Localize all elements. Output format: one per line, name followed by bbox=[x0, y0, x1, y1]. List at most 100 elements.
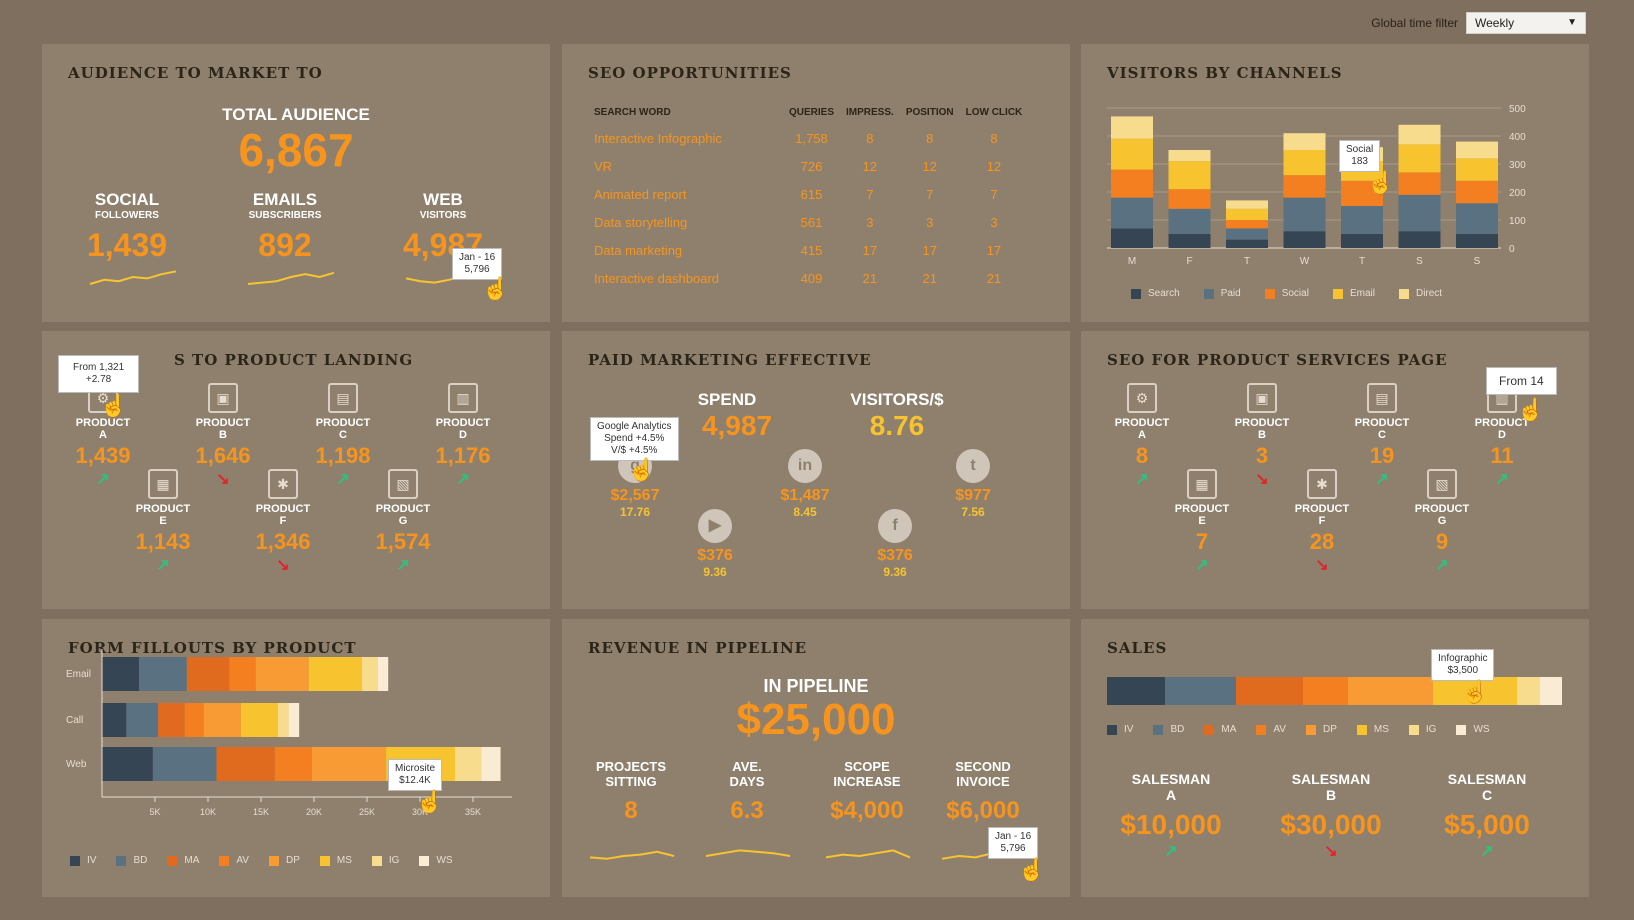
product-card[interactable]: ▦ PRODUCT E 7 ↗ bbox=[1147, 469, 1257, 575]
legend-label: AV bbox=[1273, 724, 1286, 735]
legend-item[interactable]: WS bbox=[1456, 724, 1490, 735]
legend-item[interactable]: Direct bbox=[1398, 288, 1442, 299]
bar-segment-ig[interactable] bbox=[1517, 677, 1540, 705]
table-cell: 21 bbox=[862, 270, 878, 286]
legend-item[interactable]: Email bbox=[1332, 288, 1375, 299]
legend-item[interactable]: MA bbox=[167, 855, 199, 866]
search-word: Data storytelling bbox=[594, 214, 688, 230]
product-card[interactable]: ▧ PRODUCT G 1,574 ↗ bbox=[348, 469, 458, 575]
legend-swatch bbox=[1131, 288, 1141, 299]
legend-item[interactable]: WS bbox=[419, 855, 453, 866]
table-row[interactable]: Interactive Infographic 1,758 8 8 8 bbox=[588, 124, 1028, 152]
stat-label: AVE. bbox=[732, 759, 762, 774]
product-value: 3 bbox=[1255, 443, 1269, 469]
paid-channel[interactable]: in $1,487 8.45 bbox=[760, 449, 850, 519]
row-label: Email bbox=[66, 669, 91, 680]
bar-segment-ma[interactable] bbox=[1236, 677, 1304, 705]
bar-segment-email bbox=[1111, 138, 1153, 170]
legend-item[interactable]: IV bbox=[1107, 724, 1133, 735]
bar-segment-ws[interactable] bbox=[1539, 677, 1562, 705]
legend-swatch bbox=[1356, 724, 1367, 735]
legend-item[interactable]: AV bbox=[1256, 724, 1286, 735]
product-name: PRODUCT bbox=[255, 503, 311, 515]
product-card[interactable]: ⚙ PRODUCT A 8 ↗ bbox=[1087, 383, 1197, 489]
legend-label: Social bbox=[1281, 288, 1309, 299]
pipeline-stat: SECOND INVOICE $6,000 bbox=[928, 759, 1038, 825]
product-letter: F bbox=[1318, 515, 1326, 528]
arrow-up-icon: ↗ bbox=[1164, 843, 1178, 860]
product-icon: ✱ bbox=[268, 469, 298, 499]
social-channel-icon: t bbox=[956, 449, 990, 483]
product-name: PRODUCT bbox=[195, 417, 251, 429]
legend-item[interactable]: IG bbox=[371, 855, 399, 866]
product-letter: B bbox=[219, 429, 227, 442]
paid-channel[interactable]: t $977 7.56 bbox=[928, 449, 1018, 519]
legend-item[interactable]: BD bbox=[116, 855, 147, 866]
in-pipeline-label: IN PIPELINE bbox=[763, 676, 869, 696]
channel-spend: $977 bbox=[955, 487, 991, 504]
table-row[interactable]: VR 726 12 12 12 bbox=[588, 152, 1028, 180]
legend-item[interactable]: MS bbox=[1356, 724, 1389, 735]
legend-item[interactable]: Paid bbox=[1203, 288, 1241, 299]
pipeline-tooltip: Jan - 16 5,796 bbox=[988, 827, 1039, 859]
legend-item[interactable]: MS bbox=[319, 855, 352, 866]
sparkline bbox=[705, 849, 791, 857]
bar-segment-search bbox=[1226, 239, 1268, 248]
table-row[interactable]: Data storytelling 561 3 3 3 bbox=[588, 208, 1028, 236]
table-row[interactable]: Interactive dashboard 409 21 21 21 bbox=[588, 264, 1028, 292]
product-card[interactable]: ▦ PRODUCT E 1,143 ↗ bbox=[108, 469, 218, 575]
legend-item[interactable]: AV bbox=[219, 855, 249, 866]
legend-item[interactable]: IV bbox=[70, 855, 96, 866]
bar-segment-email bbox=[1398, 144, 1441, 173]
paid-channel[interactable]: ▶ $376 9.36 bbox=[670, 509, 760, 579]
bar-segment-ms[interactable] bbox=[1432, 677, 1518, 705]
product-card[interactable]: ✱ PRODUCT F 28 ↘ bbox=[1267, 469, 1377, 575]
table-row[interactable]: Animated report 615 7 7 7 bbox=[588, 180, 1028, 208]
time-filter-select[interactable]: Weekly ▼ bbox=[1466, 12, 1586, 34]
legend-label: Search bbox=[1148, 288, 1180, 299]
legend-item[interactable]: Search bbox=[1131, 288, 1180, 299]
product-card[interactable]: ▧ PRODUCT G 9 ↗ bbox=[1387, 469, 1497, 575]
bar-segment-paid bbox=[1111, 197, 1153, 229]
product-name: PRODUCT bbox=[1294, 503, 1350, 515]
paid-channel[interactable]: f $376 9.36 bbox=[850, 509, 940, 579]
legend-item[interactable]: MA bbox=[1204, 724, 1236, 735]
x-tick-label: 25K bbox=[359, 807, 375, 817]
pointer-hand-icon: ☝ bbox=[628, 457, 656, 482]
product-value: 28 bbox=[1309, 529, 1335, 555]
bar-segment-direct bbox=[1456, 141, 1498, 159]
product-icon: ▣ bbox=[208, 383, 238, 413]
legend-swatch bbox=[116, 855, 127, 866]
legend-item[interactable]: BD bbox=[1153, 724, 1184, 735]
bar-segment-ws bbox=[481, 747, 501, 781]
paid-tooltip: Google Analytics Spend +4.5% V/$ +4.5% bbox=[590, 417, 679, 461]
product-card[interactable]: ▤ PRODUCT C 1,198 ↗ bbox=[288, 383, 398, 489]
product-card[interactable]: ▣ PRODUCT B 1,646 ↘ bbox=[168, 383, 278, 489]
y-tick-label: 200 bbox=[1509, 188, 1526, 199]
legend-swatch bbox=[1264, 288, 1275, 299]
sparkline bbox=[247, 271, 335, 285]
pointer-hand-icon: ☝ bbox=[416, 789, 444, 814]
legend-item[interactable]: DP bbox=[268, 855, 300, 866]
bar-segment-av bbox=[184, 703, 204, 737]
product-value: 7 bbox=[1195, 529, 1209, 555]
bar-segment-dp[interactable] bbox=[1347, 677, 1433, 705]
product-card[interactable]: ✱ PRODUCT F 1,346 ↘ bbox=[228, 469, 338, 575]
legend-label: Paid bbox=[1220, 288, 1241, 299]
bar-segment-bd[interactable] bbox=[1164, 677, 1237, 705]
table-cell: 8 bbox=[866, 130, 874, 146]
legend-item[interactable]: DP bbox=[1305, 724, 1337, 735]
bar-segment-iv[interactable] bbox=[1107, 677, 1165, 705]
table-row[interactable]: Data marketing 415 17 17 17 bbox=[588, 236, 1028, 264]
product-letter: D bbox=[459, 429, 467, 442]
bar-segment-av[interactable] bbox=[1303, 677, 1348, 705]
product-card[interactable]: ▥ PRODUCT D 1,176 ↗ bbox=[408, 383, 518, 489]
product-card[interactable]: ▣ PRODUCT B 3 ↘ bbox=[1207, 383, 1317, 489]
pipeline-value: $25,000 bbox=[736, 695, 896, 744]
legend-item[interactable]: IG bbox=[1408, 724, 1436, 735]
social-channel-icon: f bbox=[878, 509, 912, 543]
product-card[interactable]: ▤ PRODUCT C 19 ↗ bbox=[1327, 383, 1437, 489]
x-tick-label: M bbox=[1128, 256, 1136, 267]
legend-item[interactable]: Social bbox=[1264, 288, 1309, 299]
spend-label: SPEND bbox=[697, 390, 757, 409]
